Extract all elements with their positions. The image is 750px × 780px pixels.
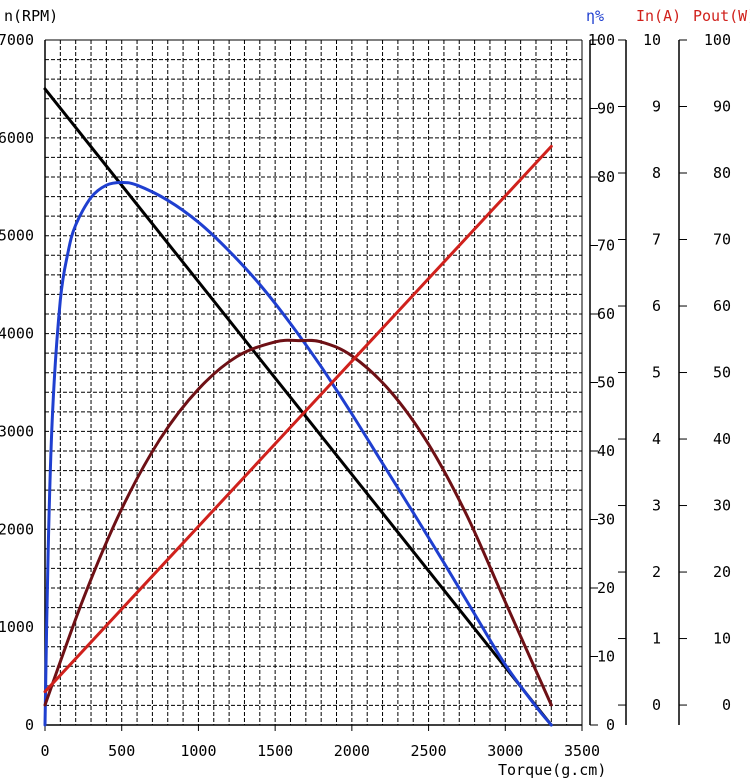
current-tick-label: 2 bbox=[652, 563, 661, 581]
power-axis-label: Pout(W) bbox=[693, 7, 750, 25]
x-tick-label: 3000 bbox=[487, 742, 523, 760]
efficiency-tick-label: 20 bbox=[597, 579, 615, 597]
current-tick-label: 10 bbox=[643, 31, 661, 49]
efficiency-curve bbox=[43, 180, 553, 727]
current-tick-label: 6 bbox=[652, 297, 661, 315]
efficiency-tick-label: 50 bbox=[597, 374, 615, 392]
current-axis-label: In(A) bbox=[636, 7, 681, 25]
efficiency-tick-label: 30 bbox=[597, 511, 615, 529]
efficiency-tick-label: 100 bbox=[588, 31, 615, 49]
grid bbox=[45, 40, 582, 725]
efficiency-tick-label: 80 bbox=[597, 168, 615, 186]
current-tick-label: 4 bbox=[652, 430, 661, 448]
power-tick-label: 10 bbox=[713, 630, 731, 648]
speed-tick-label: 4000 bbox=[0, 325, 34, 343]
series-layer bbox=[43, 87, 553, 727]
x-tick-label: 2500 bbox=[411, 742, 447, 760]
power-tick-label: 50 bbox=[713, 364, 731, 382]
speed-tick-label: 7000 bbox=[0, 31, 34, 49]
current-tick-label: 7 bbox=[652, 231, 661, 249]
speed-curve bbox=[43, 87, 553, 727]
power-tick-label: 20 bbox=[713, 563, 731, 581]
power-tick-label: 80 bbox=[713, 164, 731, 182]
power-curve bbox=[43, 338, 553, 707]
power-tick-label: 30 bbox=[713, 497, 731, 515]
efficiency-tick-label: 10 bbox=[597, 648, 615, 666]
speed-tick-label: 3000 bbox=[0, 422, 34, 440]
efficiency-tick-label: 60 bbox=[597, 305, 615, 323]
x-axis-label: Torque(g.cm) bbox=[498, 761, 606, 779]
current-curve bbox=[43, 144, 553, 694]
speed-axis-label: n(RPM) bbox=[4, 7, 58, 25]
current-tick-label: 0 bbox=[652, 696, 661, 714]
efficiency-axis-label: η% bbox=[586, 7, 604, 25]
efficiency-tick-label: 90 bbox=[597, 100, 615, 118]
speed-tick-label: 0 bbox=[25, 716, 34, 734]
speed-tick-label: 5000 bbox=[0, 227, 34, 245]
current-tick-label: 1 bbox=[652, 630, 661, 648]
power-tick-label: 90 bbox=[713, 98, 731, 116]
x-tick-label: 2000 bbox=[334, 742, 370, 760]
current-tick-label: 5 bbox=[652, 364, 661, 382]
x-tick-label: 1000 bbox=[180, 742, 216, 760]
power-tick-label: 40 bbox=[713, 430, 731, 448]
speed-tick-label: 2000 bbox=[0, 520, 34, 538]
axes bbox=[44, 39, 687, 731]
efficiency-tick-label: 70 bbox=[597, 237, 615, 255]
efficiency-tick-label: 40 bbox=[597, 442, 615, 460]
x-tick-label: 500 bbox=[108, 742, 135, 760]
power-tick-label: 70 bbox=[713, 231, 731, 249]
x-tick-label: 0 bbox=[40, 742, 49, 760]
power-tick-label: 0 bbox=[722, 696, 731, 714]
efficiency-tick-label: 0 bbox=[606, 716, 615, 734]
speed-tick-label: 6000 bbox=[0, 129, 34, 147]
x-tick-label: 1500 bbox=[257, 742, 293, 760]
current-tick-label: 8 bbox=[652, 164, 661, 182]
x-tick-label: 3500 bbox=[564, 742, 600, 760]
power-tick-label: 60 bbox=[713, 297, 731, 315]
current-tick-label: 9 bbox=[652, 98, 661, 116]
speed-tick-label: 1000 bbox=[0, 618, 34, 636]
current-tick-label: 3 bbox=[652, 497, 661, 515]
power-tick-label: 100 bbox=[704, 31, 731, 49]
